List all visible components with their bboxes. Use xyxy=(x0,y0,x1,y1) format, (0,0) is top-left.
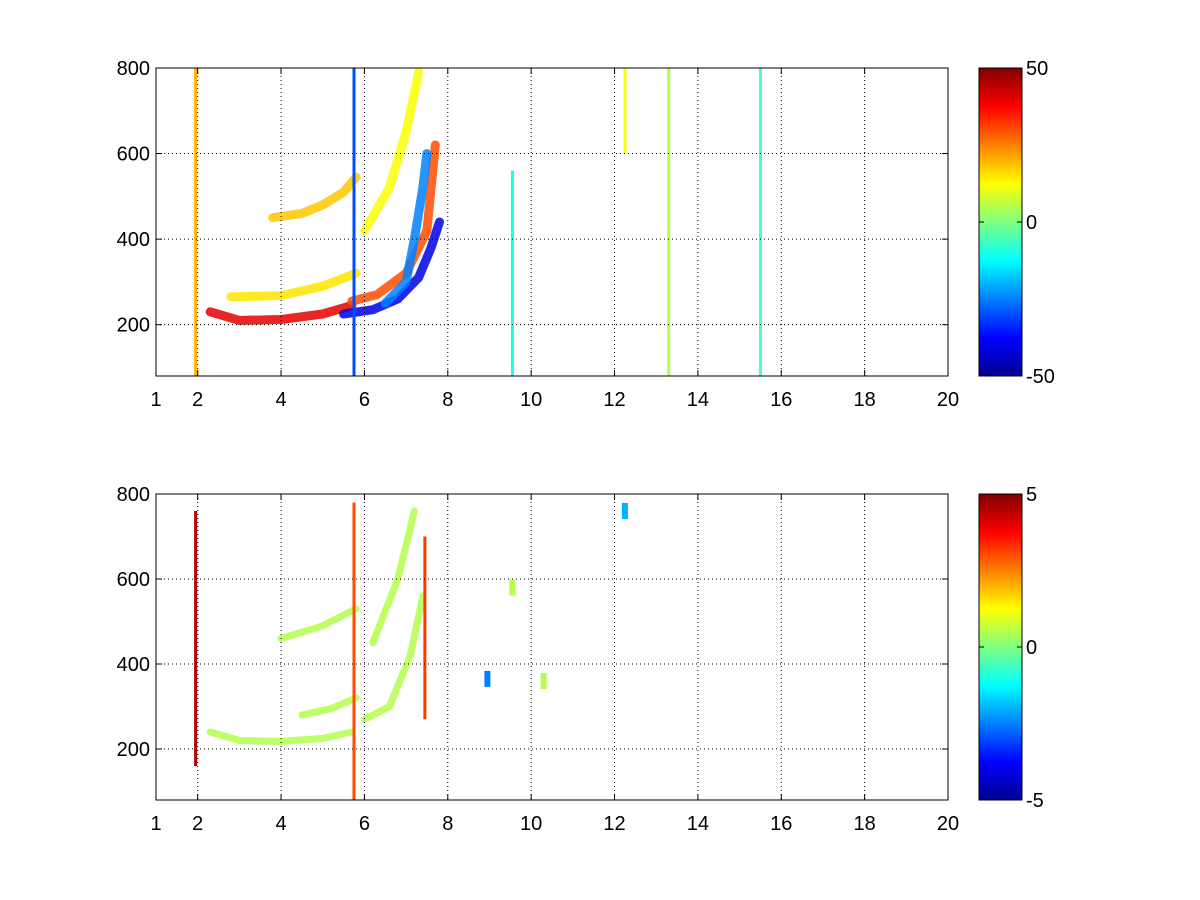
x-tick-label: 12 xyxy=(603,389,625,411)
x-tick-label: 16 xyxy=(770,389,792,411)
x-tick-label: 2 xyxy=(192,389,203,411)
y-tick-label: 600 xyxy=(117,569,150,591)
axes-frame xyxy=(155,493,949,801)
y-tick-label: 200 xyxy=(117,739,150,761)
heatmap-curve xyxy=(206,728,356,745)
x-tick-label: 14 xyxy=(687,813,709,835)
heatmap-patch xyxy=(484,670,491,687)
x-tick-label: 8 xyxy=(442,813,453,835)
x-tick-label: 18 xyxy=(854,813,876,835)
y-tick-label: 600 xyxy=(117,144,150,166)
x-tick-label: 8 xyxy=(442,389,453,411)
heatmap-curve xyxy=(298,694,360,719)
heatmap-patch xyxy=(509,579,516,596)
x-tick-label: 1 xyxy=(150,389,161,411)
x-tick-label: 10 xyxy=(520,389,542,411)
plot-area xyxy=(156,68,948,376)
plot-area xyxy=(156,494,948,800)
heatmap-curve xyxy=(380,149,432,308)
colorbar-label: 50 xyxy=(1026,58,1048,80)
heatmap-curve xyxy=(360,592,427,723)
colorbar-label: -50 xyxy=(1026,366,1055,388)
x-tick-label: 10 xyxy=(520,813,542,835)
heatmap-curve xyxy=(369,507,418,647)
x-tick-label: 6 xyxy=(359,813,370,835)
heatmap-curve xyxy=(347,140,440,306)
x-tick-label: 4 xyxy=(275,813,286,835)
colorbar-label: 5 xyxy=(1026,484,1037,506)
y-tick-label: 200 xyxy=(117,315,150,337)
x-tick-label: 6 xyxy=(359,389,370,411)
x-tick-label: 1 xyxy=(150,813,161,835)
heatmap-patch xyxy=(621,503,628,519)
x-tick-label: 2 xyxy=(192,813,203,835)
y-tick-label: 800 xyxy=(117,58,150,80)
y-tick-label: 400 xyxy=(117,229,150,251)
heatmap-patch xyxy=(540,673,547,689)
heatmap-curve xyxy=(339,217,444,319)
heatmap-curve xyxy=(226,268,361,302)
colorbar-label: -5 xyxy=(1026,790,1044,812)
colorbar-label: 0 xyxy=(1026,637,1037,659)
colorbar xyxy=(978,67,1023,377)
colorbar-label: 0 xyxy=(1026,212,1037,234)
x-tick-label: 20 xyxy=(937,813,959,835)
heatmap-curve xyxy=(359,68,424,236)
heatmap-marks xyxy=(194,502,628,800)
heatmap-curve xyxy=(277,605,360,642)
x-tick-label: 16 xyxy=(770,813,792,835)
x-tick-label: 20 xyxy=(937,389,959,411)
axes-frame xyxy=(155,67,949,377)
x-tick-label: 18 xyxy=(854,389,876,411)
y-tick-label: 400 xyxy=(117,654,150,676)
heatmap-curve xyxy=(205,300,357,325)
x-tick-label: 12 xyxy=(603,813,625,835)
x-tick-label: 14 xyxy=(687,389,709,411)
colorbar xyxy=(978,493,1023,801)
x-tick-label: 4 xyxy=(275,389,286,411)
heatmap-curve xyxy=(268,172,361,223)
y-tick-label: 800 xyxy=(117,484,150,506)
